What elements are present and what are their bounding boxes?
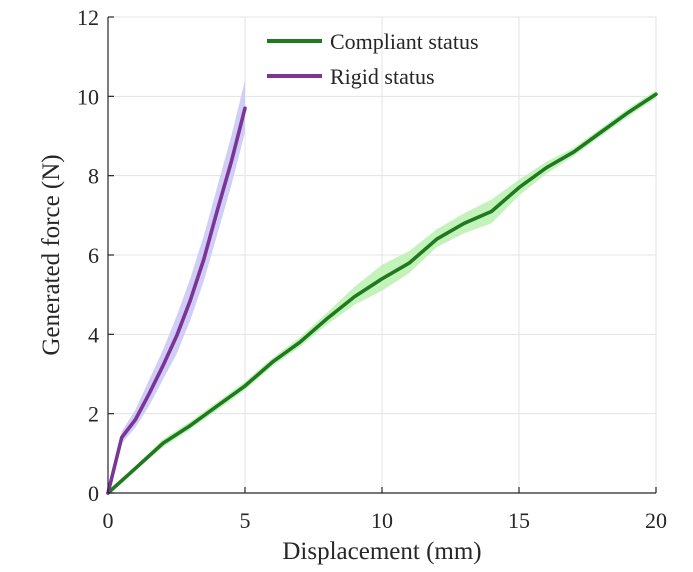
x-tick-label: 15 bbox=[508, 508, 530, 533]
legend-label-rigid-status: Rigid status bbox=[330, 64, 435, 89]
x-tick-label: 20 bbox=[645, 508, 667, 533]
legend-label-compliant-status: Compliant status bbox=[330, 29, 479, 54]
x-axis-label: Displacement (mm) bbox=[282, 538, 481, 565]
y-tick-label: 0 bbox=[88, 481, 99, 506]
y-tick-label: 2 bbox=[88, 402, 99, 427]
legend-entry-compliant-status: Compliant status bbox=[267, 29, 479, 54]
compliant-status-line bbox=[106, 92, 658, 495]
compliant-status-band bbox=[108, 90, 656, 494]
y-tick-label: 4 bbox=[88, 322, 99, 347]
y-tick-label: 6 bbox=[88, 243, 99, 268]
series-lines bbox=[106, 92, 658, 495]
y-tick-label: 8 bbox=[88, 164, 99, 189]
axes bbox=[107, 16, 657, 494]
tick-labels: 0 5 10 15 20 0 2 4 6 8 10 12 bbox=[77, 5, 667, 533]
confidence-bands bbox=[108, 80, 656, 494]
y-tick-label: 10 bbox=[77, 84, 99, 109]
rigid-status-line bbox=[106, 106, 247, 495]
x-tick-label: 5 bbox=[240, 508, 251, 533]
x-tick-label: 0 bbox=[103, 508, 114, 533]
y-tick-label: 12 bbox=[77, 5, 99, 30]
x-tick-label: 10 bbox=[371, 508, 393, 533]
legend-entry-rigid-status: Rigid status bbox=[267, 64, 435, 89]
legend: Compliant status Rigid status bbox=[267, 29, 479, 89]
y-axis-label: Generated force (N) bbox=[38, 154, 65, 355]
